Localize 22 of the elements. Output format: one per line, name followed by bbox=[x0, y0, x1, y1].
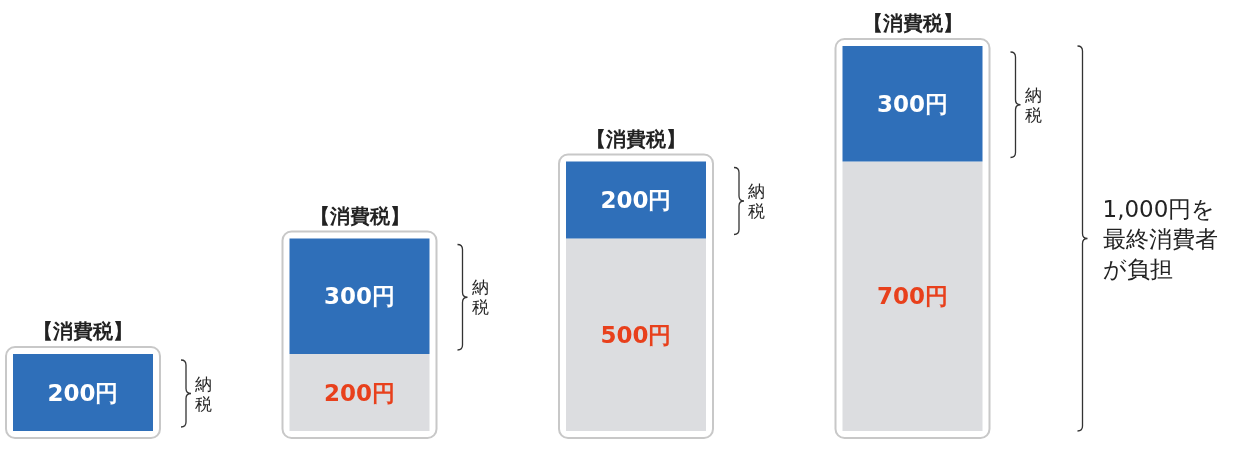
text: 1,000円を最終消費者が負担 bbox=[1102, 194, 1219, 284]
bar bbox=[842, 161, 983, 431]
bar bbox=[289, 238, 430, 354]
text: 【消費税】 bbox=[862, 11, 963, 35]
annotation: 納税 bbox=[748, 181, 766, 221]
data-label: 700円 bbox=[876, 283, 949, 310]
data-label: 200円 bbox=[600, 187, 672, 213]
data-label: 300円 bbox=[323, 283, 396, 310]
bar bbox=[566, 161, 706, 239]
annotation: 【消費税】 bbox=[586, 126, 686, 151]
annotation: 納税 bbox=[195, 373, 213, 414]
bar bbox=[842, 46, 983, 162]
bar bbox=[289, 354, 430, 431]
annotation: 納税 bbox=[1024, 84, 1043, 125]
bar bbox=[566, 238, 706, 431]
data-label: 200円 bbox=[47, 379, 119, 406]
annotation: 【消費税】 bbox=[309, 203, 410, 228]
data-label: 200円 bbox=[323, 379, 396, 406]
annotation: 【消費税】 bbox=[33, 319, 133, 343]
data-label: 300円 bbox=[876, 90, 949, 117]
data-label: 500円 bbox=[600, 321, 672, 348]
annotation: 納税 bbox=[471, 277, 490, 318]
